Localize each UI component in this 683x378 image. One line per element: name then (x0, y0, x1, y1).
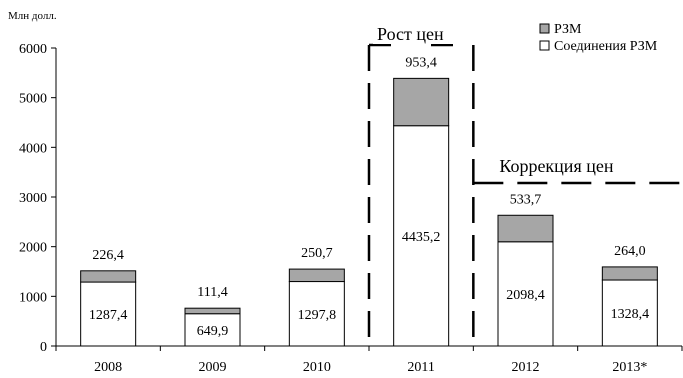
y-tick-label: 1000 (19, 290, 47, 305)
x-tick-label: 2009 (199, 360, 227, 375)
data-label-compounds: 1287,4 (89, 308, 128, 323)
x-tick-label: 2010 (303, 360, 331, 375)
price-growth-label-bg (373, 22, 463, 44)
bars-group (80, 77, 658, 347)
annotations-group: Рост цен Коррекция цен (367, 22, 682, 346)
bar-segment-rem (80, 270, 137, 283)
data-label-compounds: 649,9 (197, 324, 229, 339)
y-tick-label: 3000 (19, 191, 47, 206)
y-tick-label: 0 (40, 340, 47, 355)
data-label-compounds: 2098,4 (506, 288, 545, 303)
price-correction-annotation: Коррекция цен (499, 156, 614, 176)
bar-segment-compounds (601, 279, 658, 347)
y-axis-ticks: 0 1000 2000 3000 4000 5000 6000 (19, 42, 56, 355)
data-label-rem: 226,4 (92, 248, 124, 263)
legend-label: Соединения РЗМ (554, 39, 658, 54)
bar-segment-rem (497, 214, 554, 243)
bar-segment-compounds (184, 313, 241, 347)
legend-swatch (539, 23, 550, 34)
data-label-compounds: 4435,2 (402, 230, 441, 245)
bar-segment-compounds (497, 241, 554, 347)
y-tick-label: 6000 (19, 42, 47, 57)
data-label-compounds: 1297,8 (298, 308, 337, 323)
bar-segment-compounds (80, 281, 137, 347)
x-tick-label: 2011 (407, 360, 434, 375)
bar-segment-compounds (288, 281, 345, 347)
data-label-rem: 111,4 (197, 285, 227, 300)
x-axis-ticks: 2008 2009 2010 2011 2012 2013* (55, 346, 683, 375)
bar-segment-rem (601, 266, 658, 281)
y-tick-label: 5000 (19, 92, 47, 107)
price-growth-annotation: Рост цен (377, 24, 444, 44)
y-tick-label: 2000 (19, 241, 47, 256)
x-tick-label: 2008 (94, 360, 122, 375)
legend: РЗМ Соединения РЗМ (539, 22, 658, 54)
bar-segment-rem (393, 77, 450, 127)
bar-segment-compounds (393, 125, 450, 347)
data-label-rem: 250,7 (301, 246, 333, 261)
data-label-rem: 953,4 (405, 55, 437, 70)
x-tick-label: 2013* (612, 360, 647, 375)
x-tick-label: 2012 (512, 360, 540, 375)
legend-swatch (539, 40, 550, 51)
data-labels-group: 1287,4 226,4 649,9 111,4 1297,8 250,7 4435,2 95… (89, 55, 649, 338)
y-axis-unit-label: Млн долл. (8, 10, 57, 22)
legend-label: РЗМ (554, 22, 582, 37)
y-tick-label: 4000 (19, 141, 47, 156)
data-label-compounds: 1328,4 (611, 307, 650, 322)
data-label-rem: 533,7 (510, 192, 542, 207)
bar-segment-rem (184, 307, 241, 315)
price-correction-label-bg (495, 155, 626, 179)
data-label-rem: 264,0 (614, 244, 646, 259)
bar-segment-rem (288, 268, 345, 283)
